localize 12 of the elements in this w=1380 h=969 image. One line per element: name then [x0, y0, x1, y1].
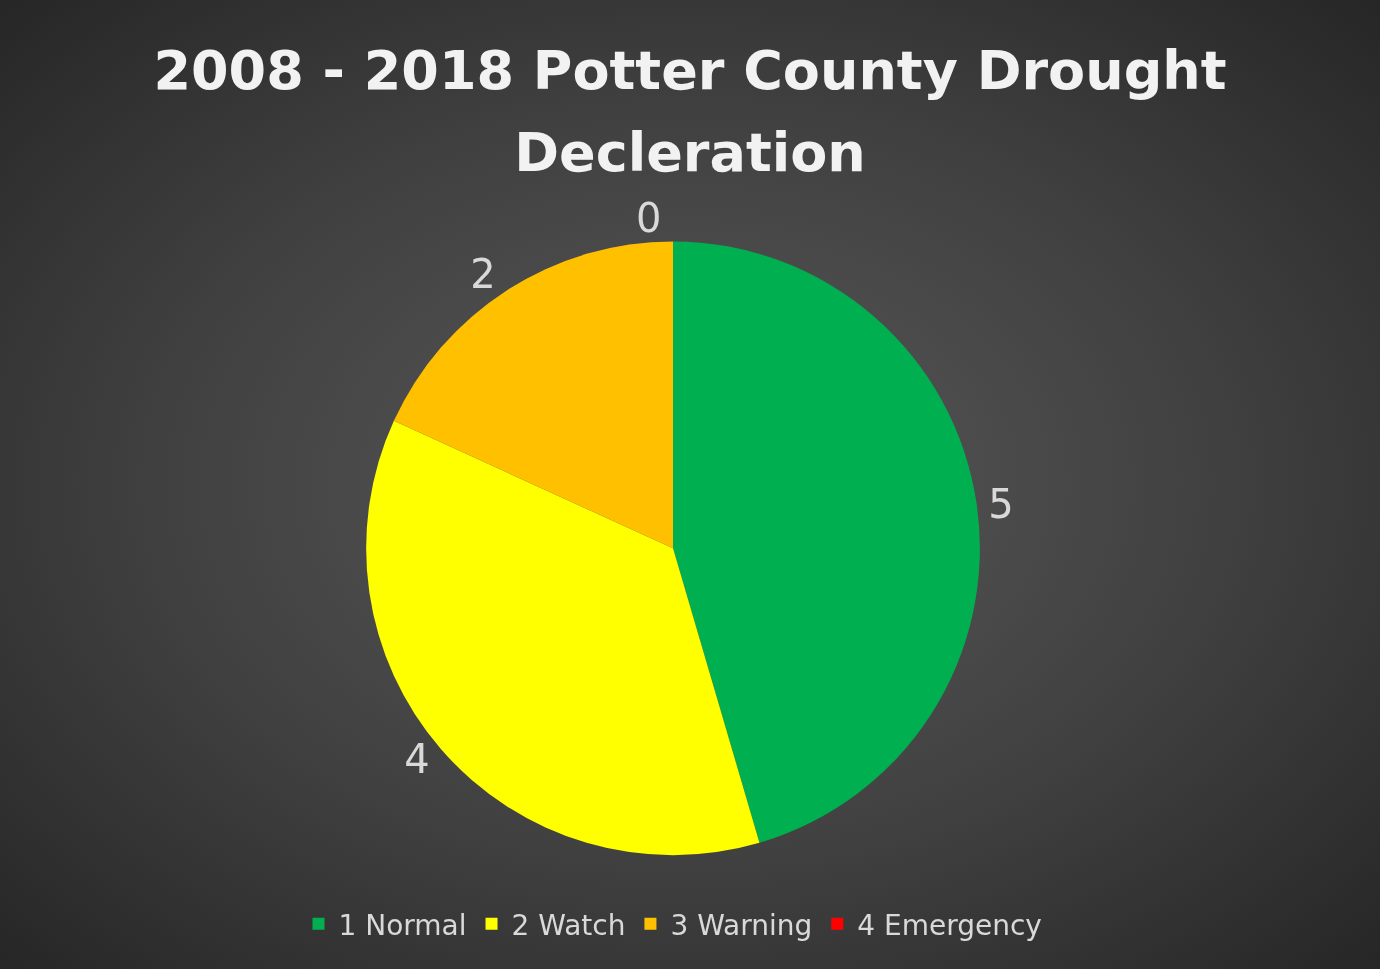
pie-slice	[366, 420, 760, 855]
pie-slice	[393, 241, 673, 549]
data-label: 5	[988, 481, 1014, 528]
data-label: 4	[404, 736, 430, 783]
chart-title: 2008 - 2018 Potter County Drought Decleration	[152, 38, 1228, 186]
legend-label: 2 Watch	[511, 908, 626, 942]
data-label: 2	[470, 250, 496, 297]
pie-slice	[673, 241, 980, 843]
text: 0	[636, 195, 662, 242]
legend-label: 1 Normal	[338, 908, 467, 942]
legend-label: 3 Warning	[670, 908, 813, 942]
legend-label: 4 Emergency	[857, 908, 1042, 942]
